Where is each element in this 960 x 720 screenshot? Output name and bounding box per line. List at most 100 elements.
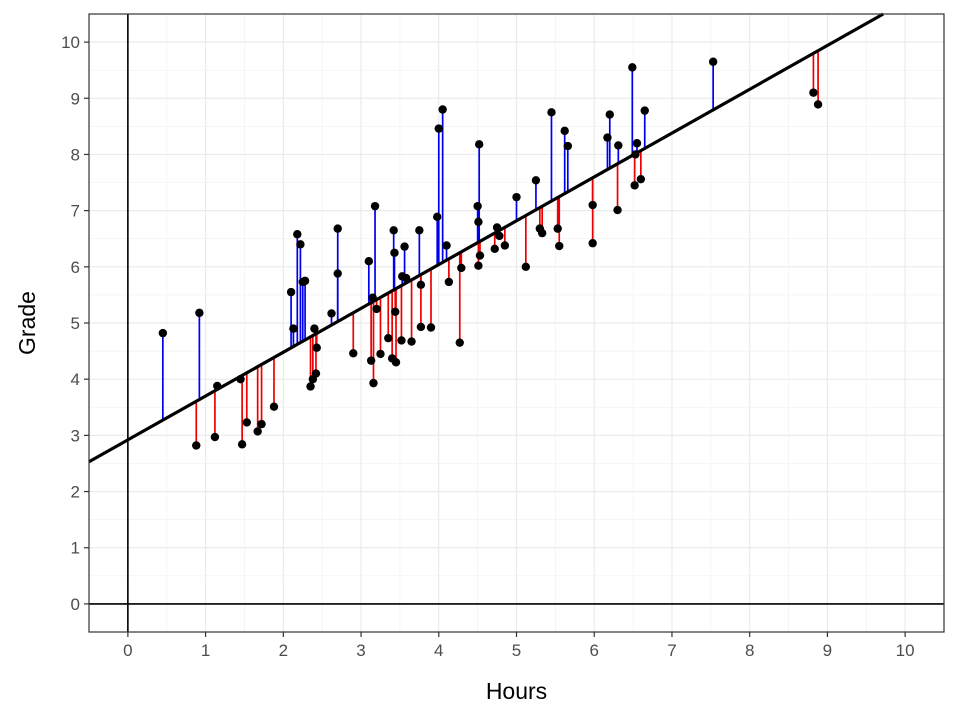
- data-point: [416, 322, 426, 332]
- data-point: [327, 309, 336, 318]
- x-tick-label: 5: [512, 641, 521, 660]
- data-point: [407, 337, 416, 346]
- data-point: [390, 248, 399, 257]
- data-point: [547, 108, 556, 117]
- y-tick-label: 3: [71, 426, 80, 445]
- data-point: [588, 239, 597, 248]
- y-tick-label: 7: [71, 202, 80, 221]
- data-point: [474, 140, 484, 149]
- data-point: [391, 358, 401, 367]
- data-point: [195, 308, 204, 318]
- data-point: [813, 100, 823, 109]
- data-point: [253, 427, 262, 436]
- x-tick-label: 8: [745, 641, 754, 660]
- data-point: [809, 88, 818, 97]
- data-point: [372, 304, 381, 314]
- data-point: [289, 324, 298, 333]
- zero-axis-lines: [89, 14, 944, 632]
- data-point: [368, 293, 377, 302]
- data-point: [257, 419, 266, 429]
- data-point: [553, 224, 562, 233]
- data-points: [158, 57, 823, 450]
- y-tick-label: 4: [71, 370, 80, 389]
- x-tick-label: 0: [123, 641, 132, 660]
- y-tick-label: 8: [71, 145, 80, 164]
- data-point: [500, 241, 510, 250]
- y-tick-label: 2: [71, 483, 80, 502]
- data-point: [312, 343, 321, 352]
- x-tick-label: 10: [896, 641, 915, 660]
- data-point: [495, 231, 504, 241]
- data-point: [401, 273, 411, 283]
- data-point: [333, 269, 342, 278]
- data-point: [311, 369, 321, 378]
- data-point: [442, 241, 451, 250]
- data-point: [310, 324, 319, 333]
- data-point: [296, 240, 305, 249]
- data-point: [349, 349, 358, 358]
- data-point: [605, 110, 614, 119]
- data-point: [614, 141, 623, 150]
- y-axis-ticks: 0 1 2 3 4 5 6 7 8 9 10: [61, 33, 89, 614]
- data-point: [400, 242, 409, 251]
- x-tick-label: 3: [356, 641, 365, 660]
- data-point: [364, 257, 374, 266]
- data-point: [384, 333, 393, 343]
- data-point: [213, 381, 222, 391]
- data-point: [492, 223, 502, 232]
- data-point: [630, 181, 639, 190]
- x-axis-title: Hours: [486, 678, 547, 704]
- y-tick-label: 6: [71, 258, 80, 277]
- data-point: [158, 328, 168, 338]
- data-point: [531, 176, 541, 185]
- data-point: [457, 263, 466, 273]
- data-point: [632, 139, 642, 148]
- data-point: [555, 241, 564, 251]
- major-gridlines: [89, 14, 944, 632]
- x-tick-label: 7: [667, 641, 676, 660]
- y-axis-title: Grade: [14, 291, 40, 355]
- x-tick-label: 1: [201, 641, 210, 660]
- data-point: [370, 201, 380, 211]
- data-point: [237, 440, 247, 449]
- x-tick-label: 6: [589, 641, 598, 660]
- data-point: [192, 441, 201, 450]
- data-point: [416, 280, 426, 289]
- data-point: [426, 323, 436, 332]
- data-point: [444, 277, 454, 287]
- data-point: [636, 174, 646, 184]
- data-point: [521, 262, 531, 272]
- data-point: [560, 126, 569, 136]
- data-point: [369, 378, 378, 388]
- y-tick-label: 5: [71, 314, 80, 333]
- y-tick-label: 0: [71, 595, 80, 614]
- data-point: [236, 374, 245, 384]
- data-point: [389, 226, 398, 235]
- data-point: [588, 200, 597, 210]
- data-point: [376, 349, 385, 359]
- data-point: [455, 338, 464, 347]
- data-point: [286, 287, 296, 297]
- y-tick-label: 1: [71, 539, 80, 558]
- residual-segments: [161, 50, 819, 446]
- data-point: [210, 432, 220, 442]
- regression-line: [88, 12, 884, 464]
- data-point: [628, 63, 637, 72]
- data-point: [563, 141, 572, 151]
- data-point: [300, 276, 310, 286]
- data-point: [473, 201, 482, 211]
- x-tick-label: 2: [279, 641, 288, 660]
- data-point: [415, 226, 424, 235]
- data-point: [631, 150, 640, 159]
- data-point: [537, 228, 547, 238]
- data-point: [613, 205, 622, 215]
- data-point: [474, 261, 483, 270]
- data-point: [433, 212, 442, 222]
- data-point: [269, 402, 279, 411]
- data-point: [242, 418, 251, 427]
- data-point: [434, 124, 443, 133]
- data-point: [293, 230, 302, 239]
- data-point: [708, 57, 718, 66]
- x-axis-ticks: 0 1 2 3 4 5 6 7 8 9 10: [123, 632, 915, 660]
